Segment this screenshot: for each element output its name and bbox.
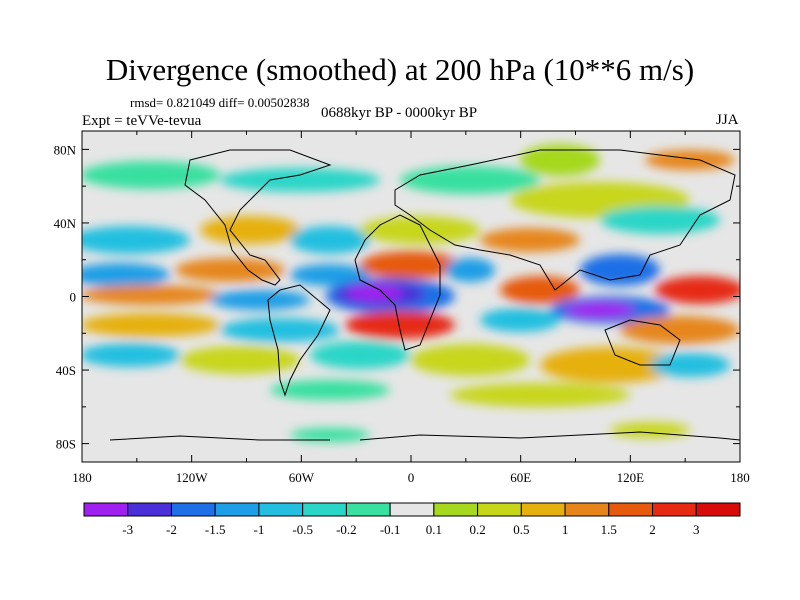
north-america-outline (184, 149, 332, 286)
season-label: JJA (716, 112, 739, 128)
colorbar-label: 0.1 (426, 522, 442, 537)
colorbar-swatch (345, 502, 391, 517)
antarctica-outline (359, 431, 740, 441)
x-tick-label: 180 (72, 470, 92, 485)
colorbar-swatch (258, 502, 304, 517)
colorbar-swatch (302, 502, 347, 517)
colorbar-label: 3 (693, 522, 700, 537)
africa-outline (354, 214, 441, 351)
y-tick-label: 80S (56, 437, 76, 452)
colorbar-swatch (214, 502, 260, 517)
x-tick-label: 60W (289, 470, 315, 485)
colorbar (83, 502, 741, 517)
colorbar-swatch (389, 502, 435, 517)
colorbar-label: 0.5 (513, 522, 529, 537)
divergence-field (82, 131, 740, 462)
colorbar-swatch (83, 502, 129, 517)
eurasia-outline (394, 149, 736, 291)
x-tick-label: 180 (730, 470, 750, 485)
south-america-outline (267, 284, 331, 397)
colorbar-label: -2 (166, 522, 177, 537)
colorbar-swatch (695, 502, 741, 517)
colorbar-swatch (608, 502, 654, 517)
antarctica-west-outline (109, 435, 330, 441)
colorbar-label: -0.5 (292, 522, 313, 537)
x-tick-label: 60E (510, 470, 531, 485)
colorbar-labels: -3 -2 -1.5 -1 -0.5 -0.2 -0.1 0.1 0.2 0.5 1 1.5 2 3 (122, 522, 699, 537)
period-label: 0688kyr BP - 0000kyr BP (321, 105, 478, 121)
coastlines (109, 149, 740, 441)
colorbar-label: 1 (562, 522, 569, 537)
chart-title: Divergence (smoothed) at 200 hPa (10**6 … (105, 52, 695, 87)
colorbar-label: -3 (122, 522, 133, 537)
colorbar-swatch (127, 502, 172, 517)
colorbar-label: 1.5 (601, 522, 617, 537)
colorbar-label: -0.1 (380, 522, 401, 537)
x-tick-label: 120W (176, 470, 209, 485)
colorbar-swatch (170, 502, 216, 517)
colorbar-label: 2 (649, 522, 656, 537)
y-tick-label: 80N (54, 142, 77, 157)
stats-label: rmsd= 0.821049 diff= 0.00502838 (130, 95, 310, 110)
colorbar-label: 0.2 (469, 522, 485, 537)
colorbar-swatch (477, 502, 522, 517)
australia-outline (604, 319, 681, 366)
x-tick-label: 120E (617, 470, 645, 485)
experiment-label: Expt = teVVe-tevua (82, 113, 202, 129)
y-tick-label: 0 (70, 290, 77, 305)
colorbar-swatch (520, 502, 566, 517)
colorbar-swatch (564, 502, 610, 517)
x-axis: 180 120W 60W 0 60E 120E 180 (72, 131, 750, 485)
colorbar-label: -1.5 (205, 522, 226, 537)
colorbar-label: -0.2 (336, 522, 357, 537)
colorbar-swatch (433, 502, 479, 517)
y-tick-label: 40N (54, 216, 77, 231)
x-tick-label: 0 (408, 470, 415, 485)
colorbar-swatch (652, 502, 697, 517)
y-axis: 80N 40N 0 40S 80S (54, 142, 740, 452)
colorbar-label: -1 (254, 522, 265, 537)
y-tick-label: 40S (56, 363, 76, 378)
